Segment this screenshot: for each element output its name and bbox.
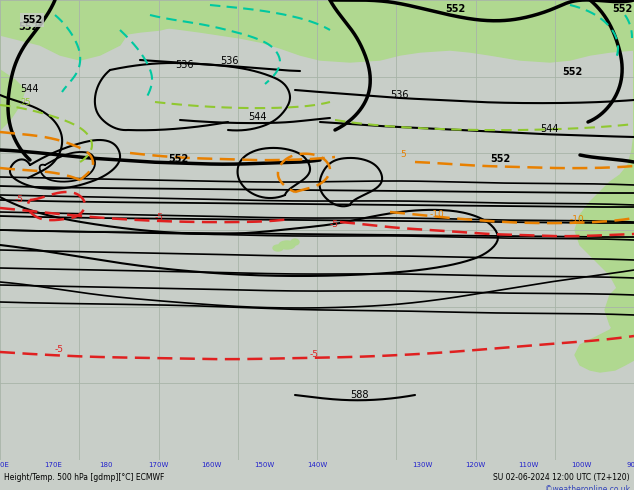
Text: 536: 536 bbox=[390, 90, 408, 100]
Text: 150W: 150W bbox=[254, 462, 275, 468]
Text: 544: 544 bbox=[248, 112, 266, 122]
Text: 544: 544 bbox=[540, 124, 559, 134]
Text: 170E: 170E bbox=[44, 462, 61, 468]
Polygon shape bbox=[0, 0, 130, 60]
Text: 552: 552 bbox=[18, 22, 38, 32]
Text: Height/Temp. 500 hPa [gdmp][°C] ECMWF: Height/Temp. 500 hPa [gdmp][°C] ECMWF bbox=[4, 473, 164, 482]
Text: 552: 552 bbox=[22, 15, 42, 25]
Text: 160W: 160W bbox=[201, 462, 221, 468]
Text: 588: 588 bbox=[350, 390, 368, 400]
Text: 536: 536 bbox=[175, 60, 193, 70]
Text: 552: 552 bbox=[445, 4, 465, 14]
Text: -5: -5 bbox=[55, 345, 64, 354]
Text: 90W: 90W bbox=[626, 462, 634, 468]
Text: 5: 5 bbox=[400, 150, 406, 159]
Polygon shape bbox=[605, 0, 634, 355]
Ellipse shape bbox=[273, 245, 283, 251]
Text: 180E: 180E bbox=[0, 462, 9, 468]
Text: 552: 552 bbox=[562, 67, 582, 77]
Text: 552: 552 bbox=[612, 4, 632, 14]
Text: -5: -5 bbox=[310, 350, 319, 359]
Polygon shape bbox=[0, 0, 25, 130]
Text: 536: 536 bbox=[220, 56, 238, 66]
Text: 100W: 100W bbox=[571, 462, 592, 468]
Polygon shape bbox=[575, 0, 634, 372]
Text: -10: -10 bbox=[570, 215, 585, 224]
Text: 552: 552 bbox=[490, 154, 510, 164]
Text: 130W: 130W bbox=[413, 462, 433, 468]
Text: 552: 552 bbox=[168, 154, 188, 164]
Text: -5: -5 bbox=[155, 213, 164, 222]
Ellipse shape bbox=[291, 239, 299, 245]
Text: 120W: 120W bbox=[465, 462, 486, 468]
Polygon shape bbox=[0, 0, 634, 62]
Text: -5: -5 bbox=[330, 220, 339, 229]
Polygon shape bbox=[0, 0, 220, 45]
Text: 140W: 140W bbox=[307, 462, 327, 468]
Text: -5: -5 bbox=[15, 195, 24, 204]
Text: 170W: 170W bbox=[148, 462, 169, 468]
Text: -10: -10 bbox=[430, 210, 444, 219]
Text: SU 02-06-2024 12:00 UTC (T2+120): SU 02-06-2024 12:00 UTC (T2+120) bbox=[493, 473, 630, 482]
Text: 25: 25 bbox=[20, 98, 30, 107]
Ellipse shape bbox=[279, 241, 295, 249]
Text: 110W: 110W bbox=[518, 462, 538, 468]
Text: 180: 180 bbox=[99, 462, 112, 468]
Text: 544: 544 bbox=[20, 84, 39, 94]
Text: ©weatheronline.co.uk: ©weatheronline.co.uk bbox=[545, 485, 630, 490]
